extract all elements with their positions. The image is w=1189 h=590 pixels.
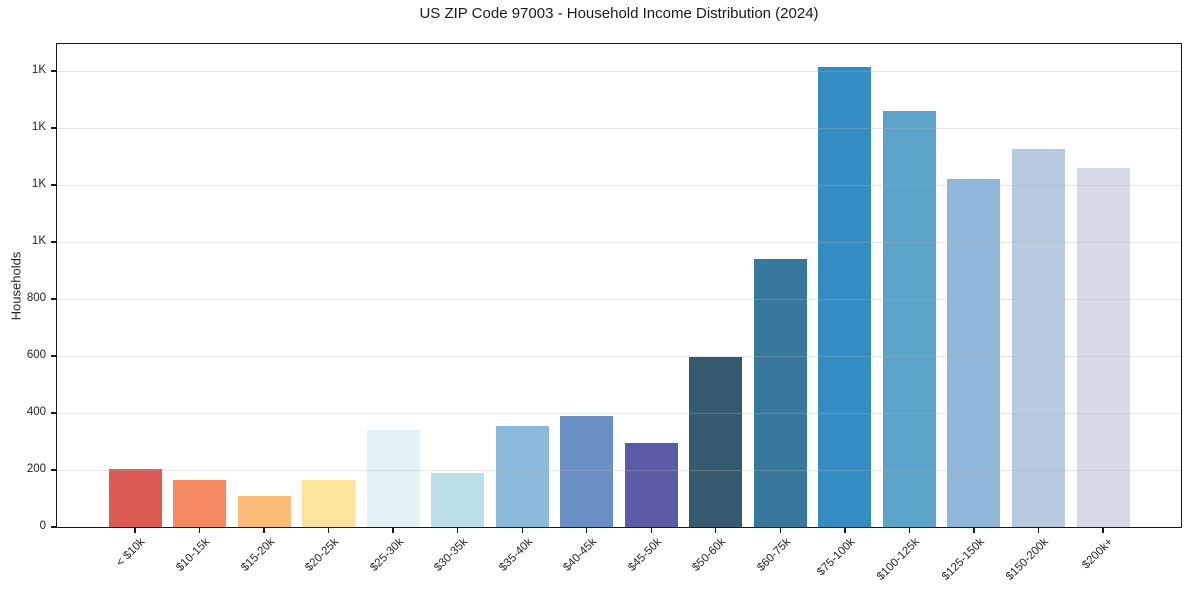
gridline (57, 242, 1181, 244)
bar-16 (1076, 167, 1130, 527)
x-tick-label-text: $75-100k (814, 536, 858, 579)
y-tick-mark (51, 412, 56, 414)
x-tick-label-text: $40-45k (561, 536, 600, 574)
gridline (57, 299, 1181, 301)
x-tick-mark (586, 528, 588, 533)
bar-10 (689, 357, 743, 527)
y-tick-label: 1K (31, 178, 46, 191)
y-tick-mark (51, 241, 56, 243)
x-tick-mark (134, 528, 136, 533)
x-tick-label-text: $25-30k (367, 536, 406, 574)
x-tick-label-text: $15-20k (238, 536, 277, 574)
x-tick-label-text: $35-40k (496, 536, 535, 574)
gridline (57, 413, 1181, 415)
bar-9 (624, 442, 678, 527)
x-tick-mark (973, 528, 975, 533)
bar-7 (495, 425, 549, 527)
x-tick-label-text: $60-75k (754, 536, 793, 574)
x-tick-mark (1037, 528, 1040, 533)
x-tick-mark (908, 528, 911, 533)
y-tick-label: 0 (39, 520, 46, 532)
x-tick-label-text: < $10k (114, 536, 148, 570)
bar-12 (818, 66, 872, 527)
y-tick-mark (51, 298, 56, 300)
gridline (57, 185, 1181, 187)
x-tick-mark (521, 528, 523, 533)
bar-5 (366, 430, 420, 527)
y-tick-label: 600 (26, 349, 46, 362)
x-tick-mark (779, 528, 781, 533)
y-tick-mark (51, 184, 56, 186)
y-tick-label: 1K (31, 64, 46, 77)
x-tick-mark (327, 528, 330, 533)
gridline (57, 128, 1181, 130)
x-tick-label-text: $150-200k (1004, 536, 1051, 583)
x-tick-label-text: $45-50k (625, 536, 664, 574)
x-tick-mark (844, 528, 846, 533)
x-tick-label-text: $125-150k (939, 536, 987, 583)
x-tick-label-text: $100-125k (874, 536, 922, 583)
y-tick-mark (51, 355, 56, 357)
bar-3 (237, 495, 291, 527)
y-axis-label: Households (8, 251, 24, 321)
x-tick-mark (715, 528, 717, 533)
bar-13 (882, 110, 936, 527)
bar-14 (947, 179, 1001, 527)
chart-title: US ZIP Code 97003 - Household Income Dis… (419, 5, 819, 22)
y-tick-mark (51, 70, 56, 72)
x-tick-mark (650, 528, 652, 533)
x-tick-mark (198, 528, 201, 533)
bar-2 (173, 479, 227, 527)
y-tick-label: 800 (26, 292, 46, 305)
y-tick-mark (51, 526, 56, 528)
y-tick-mark (51, 469, 56, 471)
y-tick-label: 200 (26, 463, 46, 475)
x-tick-label-text: $10-15k (174, 536, 213, 574)
bar-4 (302, 479, 356, 527)
y-tick-label: 1K (31, 121, 46, 134)
bar-15 (1011, 149, 1065, 527)
x-tick-label-text: $20-25k (303, 536, 342, 574)
bar-6 (431, 472, 485, 527)
bar-11 (753, 259, 807, 527)
gridline (57, 470, 1181, 471)
y-tick-label: 1K (31, 235, 46, 248)
x-tick-mark (392, 528, 394, 533)
x-tick-mark (1102, 528, 1104, 533)
bar-8 (560, 415, 614, 527)
bar-1 (108, 468, 162, 527)
x-tick-label-text: $200k+ (1080, 536, 1116, 572)
x-tick-mark (263, 528, 265, 533)
x-tick-mark (457, 528, 459, 533)
gridline (57, 71, 1181, 73)
gridline (57, 356, 1181, 358)
y-tick-mark (51, 127, 56, 129)
x-tick-label-text: $30-35k (432, 536, 471, 574)
x-tick-label-text: $50-60k (690, 536, 729, 574)
y-tick-label: 400 (26, 406, 46, 419)
